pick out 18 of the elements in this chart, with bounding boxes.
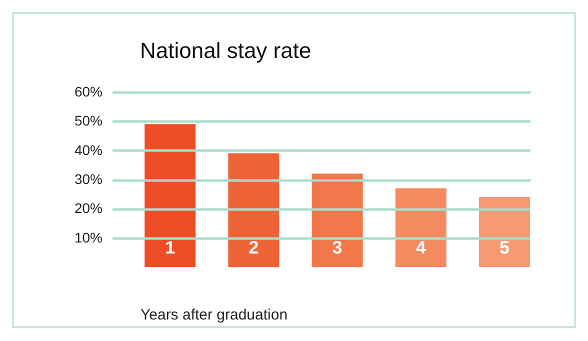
y-tick-label: 40% <box>74 142 102 158</box>
chart-title: National stay rate <box>140 38 312 63</box>
y-tick-label: 20% <box>74 200 102 216</box>
bar <box>144 124 196 267</box>
y-tick-label: 50% <box>74 112 102 129</box>
x-tick-label: 5 <box>499 238 510 258</box>
y-tick-label: 10% <box>74 229 102 246</box>
bar <box>228 153 280 267</box>
x-tick-label: 1 <box>165 238 176 258</box>
x-axis-title: Years after graduation <box>140 306 288 324</box>
bar <box>395 188 446 267</box>
bar <box>479 197 530 267</box>
y-tick-label: 60% <box>74 84 102 100</box>
x-tick-label: 3 <box>332 238 342 258</box>
x-tick-label: 2 <box>248 238 259 258</box>
x-tick-label: 4 <box>416 238 426 258</box>
bar <box>312 174 363 267</box>
y-tick-label: 30% <box>74 171 102 187</box>
